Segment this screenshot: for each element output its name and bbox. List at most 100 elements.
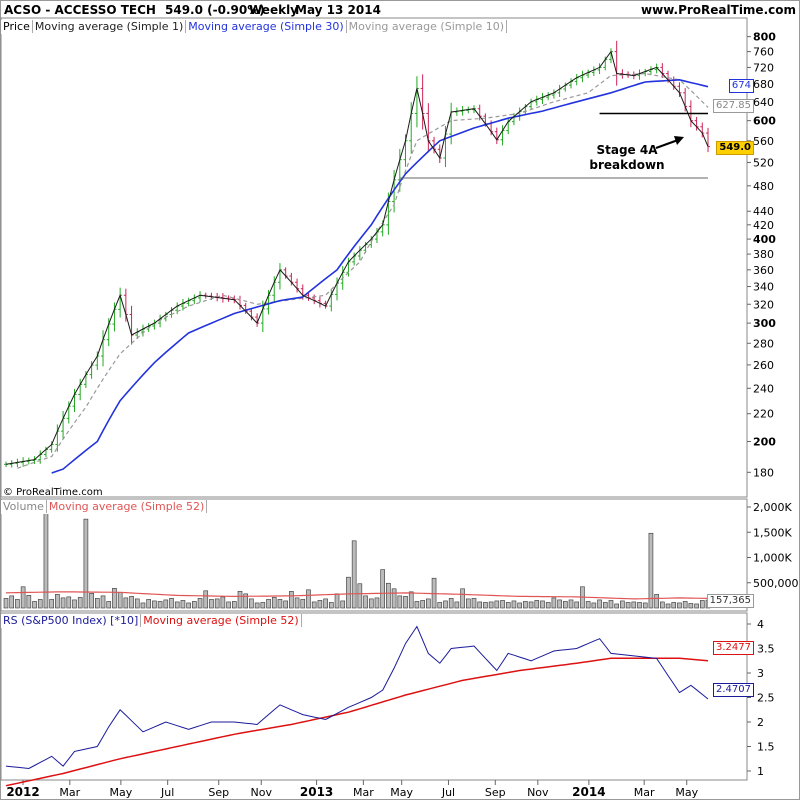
volume-bar [688, 603, 694, 609]
volume-bar [55, 594, 60, 609]
volume-bar [72, 599, 77, 609]
price-ytick-label: 480 [753, 180, 774, 193]
volume-bar [374, 597, 380, 609]
price-ytick-label: 800 [753, 31, 776, 44]
price-ytick-label: 260 [753, 359, 774, 372]
volume-bar [363, 595, 368, 609]
volume-bar [60, 597, 66, 609]
annotation-line2: breakdown [589, 158, 665, 172]
volume-bar [140, 602, 146, 609]
ma30-last-tag: 674 [728, 79, 754, 93]
volume-bar [620, 600, 625, 609]
volume-bar [386, 582, 391, 609]
volume-bar [500, 600, 505, 609]
header-site: www.ProRealTime.com [641, 3, 796, 17]
volume-bar [699, 600, 705, 609]
x-tick-label: Sep [485, 786, 506, 799]
legend-rs: RS (S&P500 Index) [*10] [1, 614, 142, 627]
volume-bar [642, 602, 648, 609]
volume-bar [511, 600, 517, 609]
volume-bar [271, 597, 277, 609]
volume-bar [146, 599, 151, 609]
volume-bar [608, 600, 614, 609]
volume-bar [614, 603, 619, 609]
volume-bar [163, 599, 169, 609]
legend-rs-ma: Moving average (Simple 52) [141, 614, 302, 627]
price-ytick-label: 280 [753, 337, 774, 350]
header-symbol: ACSO - ACCESSO TECH [4, 3, 156, 17]
volume-bar [77, 597, 83, 609]
volume-bar [249, 598, 254, 609]
volume-bar [665, 603, 671, 609]
legend-volume-ma: Moving average (Simple 52) [46, 500, 208, 513]
volume-bar [694, 603, 699, 609]
volume-bar [357, 583, 363, 609]
volume-bar [568, 599, 574, 609]
annotation-arrow [655, 139, 679, 149]
price-ytick-label: 400 [753, 233, 776, 246]
volume-bar [631, 601, 637, 609]
volume-bar [448, 598, 454, 609]
volume-bar [477, 601, 483, 609]
volume-bar [95, 598, 100, 609]
rs-last-tag: 2.4707 [713, 683, 754, 697]
rs-line [5, 625, 709, 770]
volume-bar [408, 591, 414, 609]
volume-bar [465, 598, 471, 609]
volume-bar [346, 576, 351, 609]
volume-bar [66, 596, 72, 609]
volume-bar [32, 601, 37, 609]
copyright: © ProRealTime.com [3, 487, 103, 498]
volume-bar [197, 598, 203, 609]
volume-bar [180, 600, 186, 609]
price-ytick-label: 600 [753, 115, 776, 128]
volume-ytick-label: 500,000 [753, 577, 799, 590]
volume-bar [129, 596, 134, 609]
volume-bar [660, 601, 665, 609]
annotation-arrowhead [674, 136, 684, 145]
price-ytick-label: 680 [753, 78, 774, 91]
price-legend: Price Moving average (Simple 1) Moving ave… [1, 20, 508, 34]
volume-bar [311, 601, 317, 609]
price-ytick-label: 240 [753, 382, 774, 395]
volume-bar [226, 601, 231, 609]
volume-bar [488, 601, 494, 609]
volume-bar [591, 602, 597, 609]
legend-ma10: Moving average (Simple 10) [346, 20, 508, 33]
volume-bar [460, 588, 465, 609]
volume-bar [237, 591, 243, 609]
volume-bar [585, 601, 591, 609]
volume-bar [220, 596, 226, 609]
x-tick-label: Nov [527, 786, 549, 799]
volume-bar [277, 599, 283, 609]
volume-bar [602, 602, 608, 609]
volume-bar [260, 602, 266, 609]
rs-ma-line [5, 657, 709, 787]
volume-bar [648, 532, 654, 609]
volume-bar [682, 601, 688, 609]
price-ytick-label: 560 [753, 135, 774, 148]
volume-bar [523, 601, 528, 609]
volume-ytick-label: 2,000K [753, 501, 792, 514]
volume-ytick-label: 1,000K [753, 552, 792, 565]
volume-bar [214, 598, 220, 609]
ma30-line [51, 78, 709, 474]
volume-bar [340, 600, 346, 609]
price-ytick-label: 520 [753, 156, 774, 169]
volume-bar [671, 602, 677, 609]
legend-price: Price [1, 20, 33, 33]
volume-bar [134, 598, 140, 609]
volume-bar [534, 600, 540, 609]
volume-bar [152, 600, 157, 609]
volume-bar [266, 599, 271, 609]
volume-bar [334, 593, 340, 609]
volume-bar [192, 601, 197, 609]
volume-bar [483, 602, 488, 609]
volume-bar [123, 597, 129, 609]
volume-bar [100, 595, 106, 609]
volume-bar [574, 601, 580, 609]
header-date: May 13 2014 [295, 3, 381, 17]
volume-bar [43, 506, 49, 609]
volume-bar [426, 598, 431, 609]
